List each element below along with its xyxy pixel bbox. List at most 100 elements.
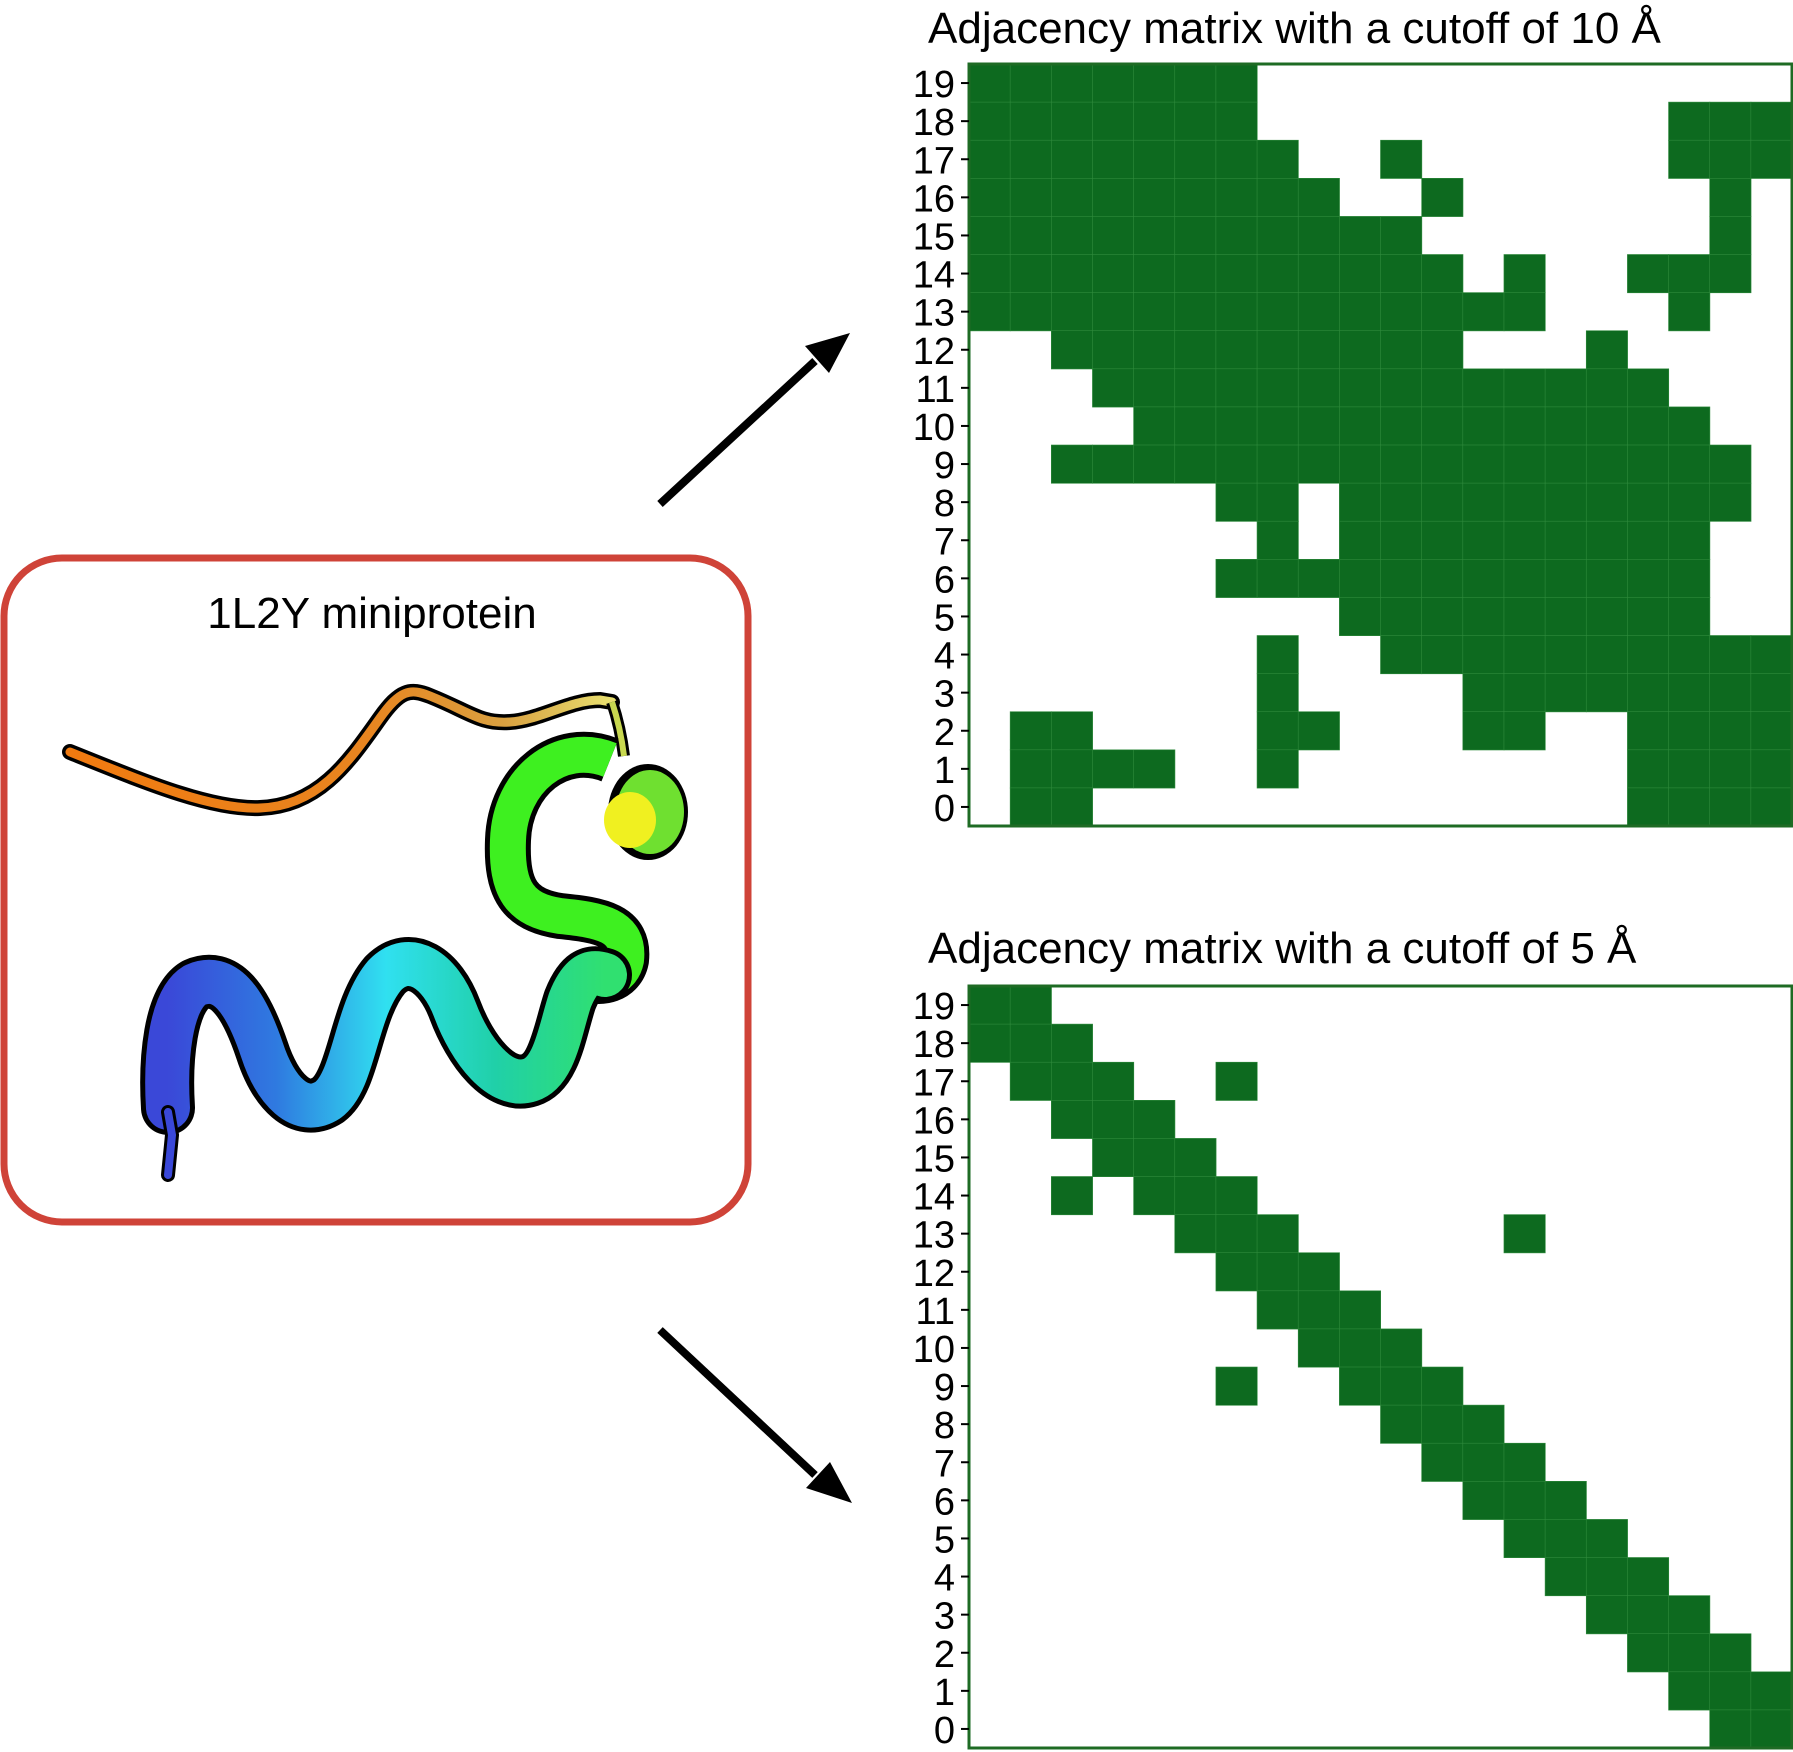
matrix-cell	[1009, 178, 1052, 217]
matrix-cell	[1544, 520, 1587, 560]
matrix-cell	[1256, 482, 1299, 522]
matrix-row-label: 10	[913, 407, 955, 449]
matrix-cell	[1709, 101, 1752, 141]
matrix-row-label: 0	[934, 788, 955, 830]
matrix-cell	[968, 292, 1011, 332]
matrix-cell	[1380, 139, 1423, 179]
matrix-cell	[1256, 711, 1299, 751]
matrix-cell	[1750, 711, 1793, 751]
matrix-cell	[1215, 1061, 1258, 1101]
matrix-cell	[1009, 985, 1052, 1025]
matrix-cell	[1009, 749, 1052, 789]
matrix-row-label: 8	[934, 1405, 955, 1447]
matrix-cell	[1380, 1366, 1423, 1406]
matrix-cell	[1462, 1404, 1505, 1444]
matrix-row-label: 1	[934, 1672, 955, 1714]
matrix-cell	[1462, 635, 1505, 675]
matrix-cell	[1174, 1138, 1217, 1178]
matrix-cell	[1380, 216, 1423, 255]
matrix-cell	[1462, 444, 1505, 484]
matrix-cell	[1668, 520, 1711, 560]
matrix-row-label: 17	[913, 1062, 955, 1104]
matrix-cell	[1215, 1176, 1258, 1216]
matrix-cell	[1092, 139, 1135, 179]
matrix-cell	[1585, 635, 1628, 675]
matrix-cell	[1544, 1557, 1587, 1597]
matrix-cell	[1503, 558, 1546, 598]
protein-panel-border	[0, 554, 752, 1226]
matrix-cell	[1421, 254, 1464, 294]
matrix-cell	[1668, 1595, 1711, 1635]
matrix-cell	[1256, 520, 1299, 560]
matrix-cell	[1421, 558, 1464, 598]
matrix-cell	[1544, 673, 1587, 713]
matrix-cell	[1256, 330, 1299, 370]
matrix-cell	[1627, 635, 1670, 675]
protein-panel-title: 1L2Y miniprotein	[207, 589, 536, 638]
matrix-cell	[1380, 1404, 1423, 1444]
matrix-cell	[1709, 711, 1752, 751]
matrix-row-label: 4	[934, 636, 955, 678]
matrix-cell	[1215, 1214, 1258, 1254]
matrix-cell	[1668, 444, 1711, 484]
matrix-cell	[1339, 597, 1381, 637]
matrix-cell	[1503, 368, 1546, 408]
matrix-cell	[1503, 711, 1546, 751]
matrix-cell	[1503, 406, 1546, 446]
matrix-cell	[1051, 139, 1093, 179]
matrix-cell	[1174, 406, 1217, 446]
matrix-row-label: 10	[913, 1329, 955, 1371]
matrix-cell	[1585, 558, 1628, 598]
matrix-cell	[1750, 101, 1793, 141]
matrix-cell	[1380, 635, 1423, 675]
matrix-cell	[1503, 292, 1546, 332]
matrix-cell	[1215, 1366, 1258, 1406]
matrix-cell	[1380, 444, 1423, 484]
matrix-cell	[968, 139, 1011, 179]
matrix-cell	[1297, 1252, 1340, 1292]
matrix-cell	[1051, 749, 1093, 789]
matrix-cell	[1380, 520, 1423, 560]
matrix-cell	[1709, 1709, 1752, 1749]
matrix-row-label: 14	[913, 255, 955, 297]
matrix-cell	[1051, 444, 1093, 484]
matrix-cell	[1544, 597, 1587, 637]
matrix-cell	[1421, 178, 1464, 217]
matrix-cell	[1503, 597, 1546, 637]
matrix-cell	[1339, 1290, 1381, 1330]
matrix-cell	[1174, 216, 1217, 255]
matrix-cell	[1627, 673, 1670, 713]
matrix-cell	[1339, 1366, 1381, 1406]
matrix-cell	[1051, 292, 1093, 332]
matrix-cell	[1174, 254, 1217, 294]
matrix-cell	[1009, 292, 1052, 332]
matrix-row-label: 11	[916, 369, 955, 411]
matrix-cell	[1627, 787, 1670, 827]
matrix-cell	[1092, 292, 1135, 332]
matrix-row-label: 5	[934, 597, 955, 639]
matrix-cell	[1421, 482, 1464, 522]
matrix-cell	[1174, 444, 1217, 484]
matrix-cell	[1051, 787, 1093, 827]
matrix-row-label: 12	[913, 1253, 955, 1295]
matrix-cell	[1297, 711, 1340, 751]
matrix-cell	[1421, 330, 1464, 370]
matrix-cell	[1133, 254, 1176, 294]
matrix-cell	[1668, 635, 1711, 675]
matrix-cell	[1503, 673, 1546, 713]
matrix-cell	[1750, 673, 1793, 713]
matrix-cell	[968, 985, 1011, 1025]
matrix-row-label: 7	[934, 1443, 955, 1485]
matrix-row-label: 16	[913, 1100, 955, 1142]
matrix-cell	[1627, 597, 1670, 637]
matrix-cell	[1256, 139, 1299, 179]
matrix-cell	[1297, 1328, 1340, 1368]
matrix-cell	[1421, 444, 1464, 484]
matrix-cell	[1750, 139, 1793, 179]
matrix-cell	[1339, 444, 1381, 484]
matrix-cell	[1133, 63, 1176, 103]
matrix-cell	[1585, 1595, 1628, 1635]
matrix-row-label: 3	[934, 674, 955, 716]
matrix-cell	[1092, 254, 1135, 294]
